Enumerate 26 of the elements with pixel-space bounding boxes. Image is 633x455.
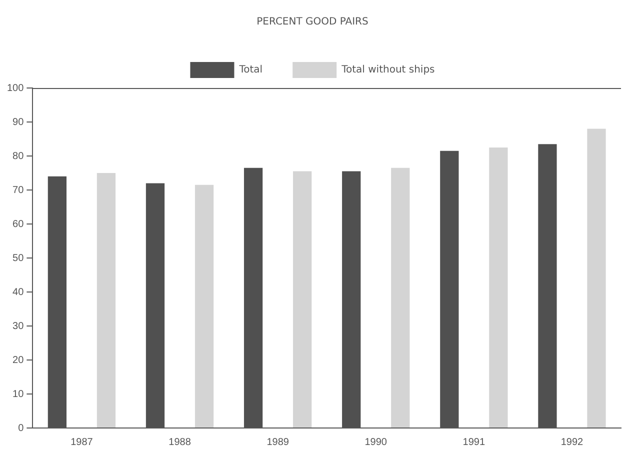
- y-tick-label: 70: [12, 184, 24, 196]
- bar: [489, 148, 508, 428]
- x-tick-label: 1991: [462, 436, 486, 448]
- y-tick-label: 80: [12, 150, 24, 162]
- x-tick-label: 1989: [266, 436, 290, 448]
- x-tick-label: 1990: [364, 436, 388, 448]
- bar: [194, 184, 214, 428]
- x-tick-label: 1992: [560, 436, 584, 448]
- bar: [96, 173, 116, 428]
- y-tick-label: 10: [12, 388, 24, 400]
- y-tick-label: 100: [6, 82, 24, 94]
- y-tick-label: 60: [12, 218, 24, 230]
- y-tick-label: 40: [12, 286, 24, 298]
- y-tick-label: 50: [12, 252, 24, 264]
- y-tick-label: 20: [12, 354, 24, 366]
- legend-label: Total: [238, 64, 263, 76]
- bar: [587, 128, 606, 428]
- x-tick-label: 1987: [70, 436, 94, 448]
- y-tick-label: 90: [12, 116, 24, 128]
- y-tick-label: 30: [12, 320, 24, 332]
- bar: [293, 171, 312, 428]
- chart-title: PERCENT GOOD PAIRS: [256, 16, 368, 28]
- y-tick-label: 0: [18, 422, 24, 434]
- bar: [391, 168, 410, 428]
- x-tick-label: 1988: [168, 436, 192, 448]
- legend-label: Total without ships: [340, 64, 435, 76]
